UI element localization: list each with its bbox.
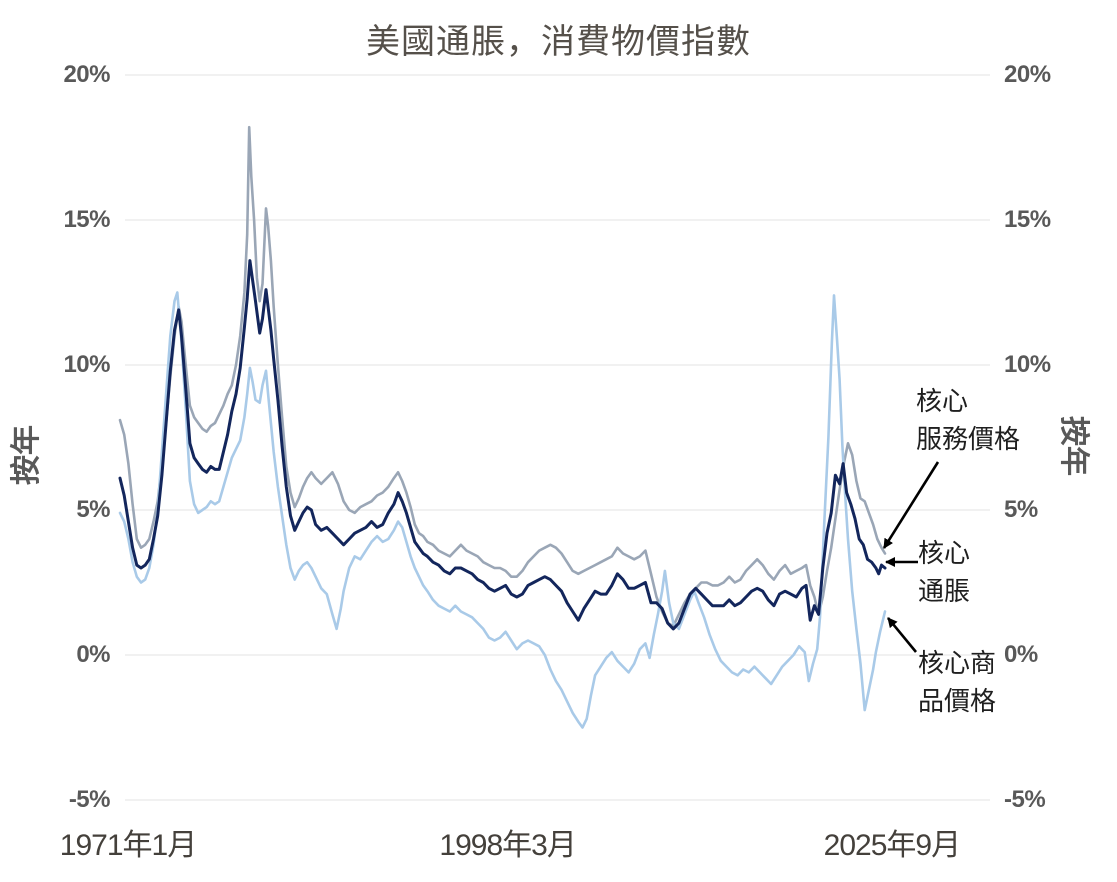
annotation-core-services-line1: 核心 xyxy=(916,386,969,416)
y-tick-label-left-15: 15% xyxy=(63,206,110,233)
y-tick-label-left-5: 5% xyxy=(76,496,110,523)
annotation-core-inflation: 核心 通脹 xyxy=(918,534,970,610)
x-tick-label-0: 1971年1月 xyxy=(59,829,197,862)
y-tick-label-right-20: 20% xyxy=(1004,61,1051,88)
series-line-core-services xyxy=(118,125,887,628)
annotation-core-services-line2: 服務價格 xyxy=(916,424,1021,454)
y-tick-label-left-20: 20% xyxy=(63,61,110,88)
series-line-core-goods xyxy=(118,291,887,729)
annotation-core-goods: 核心商 品價格 xyxy=(918,644,996,720)
annotation-core-goods-line1: 核心商 xyxy=(918,648,997,678)
chart-title: 美國通脹，消費物價指數 xyxy=(366,23,751,61)
gridlines xyxy=(125,74,990,801)
x-tick-label-1: 1998年3月 xyxy=(439,829,576,862)
annotation-core-services: 核心 服務價格 xyxy=(916,382,1020,458)
y-tick-label-right-10: 10% xyxy=(1004,351,1051,378)
y-tick-label-right--5: -5% xyxy=(1004,786,1046,813)
series-lines xyxy=(118,125,887,729)
annotation-arrow-services xyxy=(882,461,940,549)
annotation-core-inflation-line1: 核心 xyxy=(918,538,971,568)
annotation-arrow-goods xyxy=(886,617,918,653)
annotation-arrows xyxy=(882,461,940,653)
y-tick-label-right-0: 0% xyxy=(1004,641,1038,668)
y-tick-label-right-15: 15% xyxy=(1004,206,1051,233)
y-tick-label-left-0: 0% xyxy=(76,641,110,668)
annotation-core-goods-line2: 品價格 xyxy=(918,686,997,716)
x-tick-label-2: 2025年9月 xyxy=(823,829,961,862)
series-line-core-inflation xyxy=(118,259,887,631)
y-tick-label-left--5: -5% xyxy=(68,786,111,813)
y-tick-label-right-5: 5% xyxy=(1004,496,1038,523)
annotation-core-inflation-line2: 通脹 xyxy=(918,576,971,606)
y-tick-label-left-10: 10% xyxy=(63,351,110,378)
